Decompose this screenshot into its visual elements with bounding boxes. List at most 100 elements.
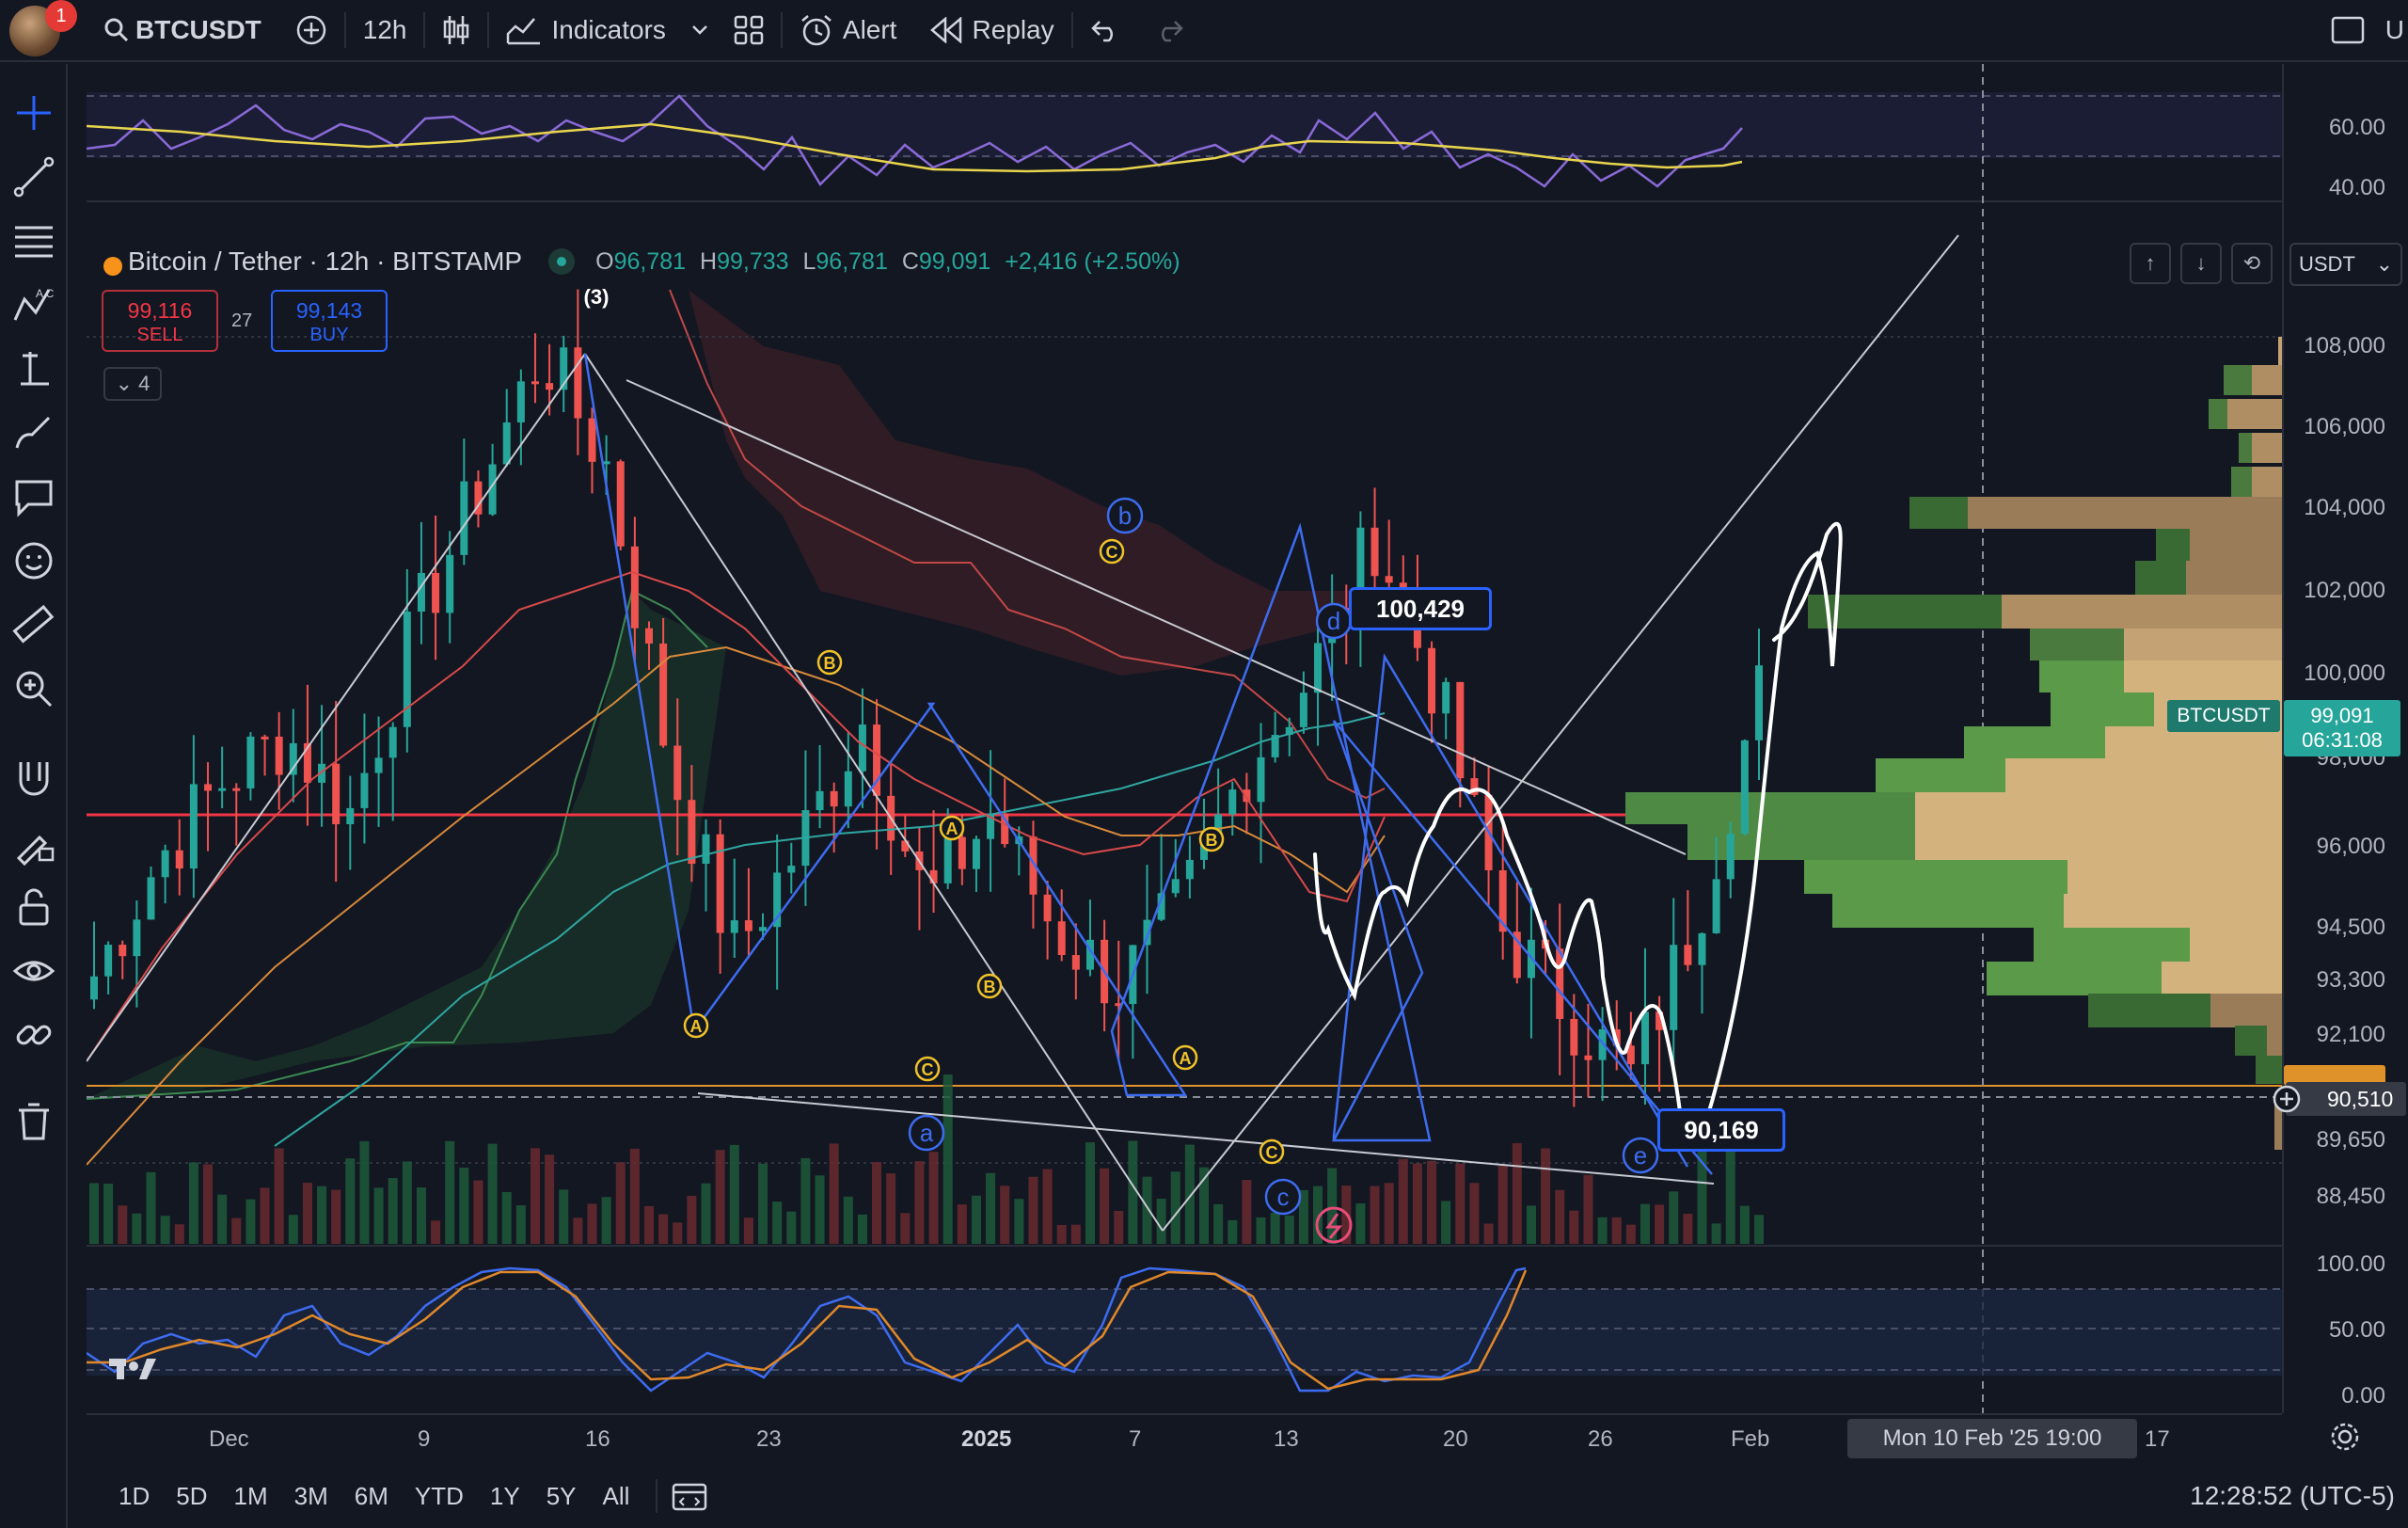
lock-icon[interactable]: [11, 884, 56, 930]
range-1y[interactable]: 1Y: [489, 1481, 520, 1510]
text-note-icon[interactable]: [11, 474, 56, 519]
trend-line-icon[interactable]: [11, 154, 56, 199]
magnet-icon[interactable]: [11, 756, 56, 802]
range-1d[interactable]: 1D: [119, 1481, 150, 1510]
candle-body: [1656, 1011, 1664, 1030]
reset-button[interactable]: ⟲: [2231, 243, 2273, 284]
chevron-down-icon: ⌄: [115, 372, 134, 395]
measure-icon[interactable]: [11, 346, 56, 391]
candle-body: [1271, 735, 1279, 757]
replay-button[interactable]: Replay: [913, 0, 1070, 61]
volume-bar: [701, 1183, 711, 1244]
add-alert-icon[interactable]: [2271, 1083, 2303, 1115]
time-axis[interactable]: Dec 9 16 23 2025 7 13 20 26 Feb Mon 10 F…: [87, 1413, 2282, 1462]
compare-button[interactable]: [278, 0, 344, 61]
undo-button[interactable]: [1073, 0, 1137, 61]
indicators-button[interactable]: Indicators: [489, 0, 682, 61]
candle-body: [346, 807, 355, 825]
scroll-up-button[interactable]: ↑: [2130, 243, 2171, 284]
ruler-icon[interactable]: [11, 602, 56, 647]
pattern-icon[interactable]: A C: [11, 282, 56, 327]
symbol-search-button[interactable]: BTCUSDT: [87, 0, 278, 61]
candle-body: [816, 790, 824, 811]
candle-body: [531, 381, 539, 385]
candle-body: [232, 788, 241, 791]
price-axis[interactable]: 60.00 40.00 USDT ⌄ 108,000 106,000 104,0…: [2167, 64, 2408, 1413]
range-1m[interactable]: 1M: [233, 1481, 268, 1510]
high-value: 99,733: [717, 247, 789, 275]
buy-button[interactable]: 99,143 BUY: [271, 290, 388, 352]
subwave-label-circle: [683, 1012, 709, 1039]
range-ytd[interactable]: YTD: [414, 1481, 464, 1510]
crosshair-icon[interactable]: [11, 90, 56, 135]
ma-red: [87, 570, 1386, 1062]
candle-body: [830, 790, 838, 807]
user-menu[interactable]: U: [2384, 15, 2404, 44]
candle-body: [246, 736, 255, 788]
range-6m[interactable]: 6M: [354, 1481, 388, 1510]
redo-button[interactable]: [1137, 0, 1201, 61]
indicators-dropdown[interactable]: [683, 0, 717, 61]
range-5y[interactable]: 5Y: [546, 1481, 577, 1510]
candle-body: [943, 836, 952, 883]
fullscreen-button[interactable]: [2314, 0, 2382, 61]
interval-button[interactable]: 12h: [362, 15, 407, 44]
eye-icon[interactable]: [11, 948, 56, 994]
indicator-collapse-button[interactable]: ⌄ 4: [103, 367, 162, 401]
settings-icon[interactable]: [2329, 1421, 2361, 1453]
wave-label-c: c: [1277, 1183, 1290, 1211]
spread-value: 27: [231, 310, 253, 331]
chart-type-button[interactable]: [425, 0, 487, 61]
candle-body: [218, 788, 227, 791]
date-range-icon[interactable]: [671, 1479, 708, 1513]
scroll-down-button[interactable]: ↓: [2180, 243, 2222, 284]
zoom-in-icon[interactable]: [11, 666, 56, 711]
chart-canvas: a b c d e A B C A B C B A C (3): [87, 64, 2282, 1413]
volume-bar: [231, 1218, 242, 1244]
brush-icon[interactable]: [11, 410, 56, 455]
candle-body: [446, 554, 454, 613]
lock-drawing-icon[interactable]: [11, 820, 56, 866]
emoji-icon[interactable]: [11, 538, 56, 583]
volume-bar: [1669, 1191, 1679, 1244]
wave-path-2: [1332, 653, 1689, 1168]
volume-bar: [274, 1148, 284, 1244]
change-value: +2,416 (+2.50%): [1005, 247, 1180, 275]
currency-select[interactable]: USDT ⌄: [2289, 243, 2402, 286]
trash-icon[interactable]: [11, 1099, 56, 1144]
wave-3-label: (3): [584, 285, 610, 309]
candle-body: [1370, 527, 1379, 577]
volume-bar: [501, 1191, 512, 1244]
volume-bar: [957, 1204, 967, 1244]
candle-body: [1001, 813, 1009, 845]
alert-button[interactable]: Alert: [783, 0, 914, 61]
rsi-ma-line: [87, 122, 1743, 173]
volume-bar: [1056, 1224, 1067, 1244]
clock[interactable]: 12:28:52 (UTC-5): [2190, 1481, 2395, 1510]
volume-bar: [971, 1195, 981, 1244]
volume-bar: [89, 1183, 99, 1244]
candle-body: [1740, 740, 1749, 835]
divider: [780, 12, 783, 48]
chart-area[interactable]: a b c d e A B C A B C B A C (3) 100,429 90,169: [87, 64, 2282, 1413]
sell-button[interactable]: 99,116 SELL: [102, 290, 218, 352]
candle-body: [1299, 692, 1307, 727]
wave-label-a: a: [920, 1119, 934, 1147]
range-3m[interactable]: 3M: [293, 1481, 328, 1510]
symbol-title[interactable]: Bitcoin / Tether · 12h · BITSTAMP: [128, 247, 523, 276]
candle-body: [858, 724, 866, 772]
link-icon[interactable]: [11, 1012, 56, 1058]
volume-bar: [900, 1213, 911, 1244]
fib-lines-icon[interactable]: [11, 218, 56, 263]
volume-bar: [1042, 1169, 1053, 1244]
search-icon: [104, 18, 129, 42]
range-all[interactable]: All: [602, 1481, 630, 1510]
volume-bar: [373, 1187, 384, 1244]
top-toolbar: 1 BTCUSDT 12h Indicators Alert Replay: [0, 0, 2408, 62]
layouts-button[interactable]: [717, 0, 781, 61]
price-label: 106,000: [2304, 414, 2385, 439]
candle-body: [1085, 939, 1094, 970]
subwave-label-B: B: [984, 978, 996, 996]
volume-bar: [857, 1214, 867, 1244]
range-5d[interactable]: 5D: [176, 1481, 208, 1510]
